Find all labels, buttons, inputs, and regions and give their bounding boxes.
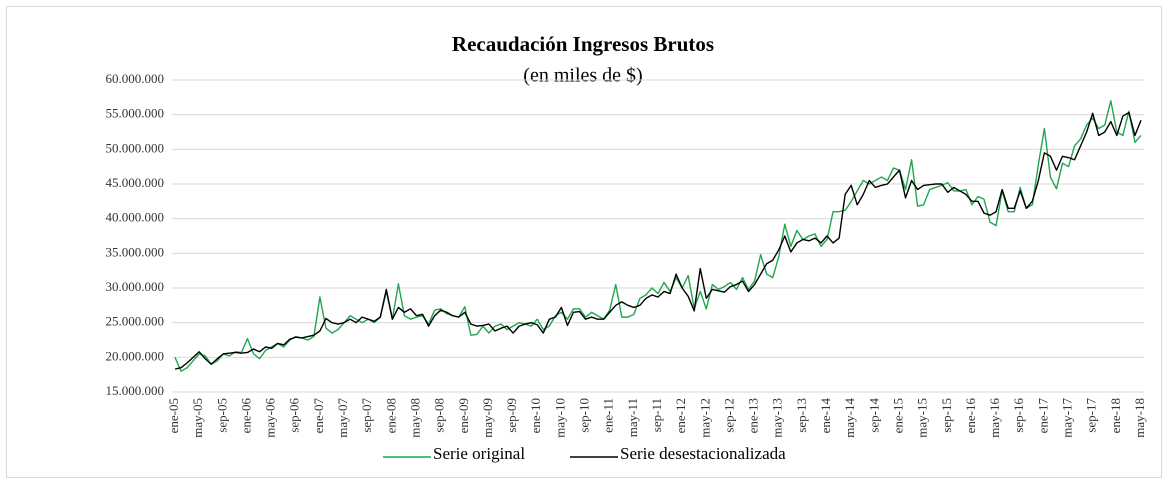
x-tick-label: ene-12 [673,398,688,433]
x-tick-label: may-06 [263,398,278,438]
x-tick-label: sep-06 [287,398,302,433]
x-tick-label: ene-07 [311,398,326,434]
x-tick-label: sep-14 [866,398,881,433]
chart-title: Recaudación Ingresos Brutos [452,32,714,56]
chart-subtitle: (en miles de $) [523,65,642,87]
x-tick-label: may-13 [770,398,785,438]
chart-frame [6,6,1162,478]
x-tick-label: ene-09 [456,398,471,433]
y-tick-label: 25.000.000 [106,314,165,329]
x-tick-label: sep-07 [359,398,374,433]
x-tick-label: may-16 [987,398,1002,438]
x-tick-label: ene-16 [963,398,978,434]
x-tick-label: sep-17 [1084,398,1099,433]
y-tick-label: 40.000.000 [106,210,165,225]
x-tick-label: sep-09 [504,398,519,433]
x-tick-label: may-09 [480,398,495,438]
x-tick-label: may-10 [552,398,567,438]
y-tick-label: 55.000.000 [106,106,165,121]
x-tick-label: ene-18 [1108,398,1123,433]
x-tick-label: ene-17 [1035,398,1050,434]
x-tick-label: sep-16 [1011,398,1026,433]
y-tick-label: 35.000.000 [106,244,165,259]
legend-label: Serie original [433,444,525,463]
x-tick-label: ene-15 [890,398,905,433]
x-tick-label: may-17 [1060,398,1075,438]
y-tick-label: 45.000.000 [106,175,165,190]
x-tick-label: may-11 [625,398,640,437]
x-tick-label: may-15 [915,398,930,438]
x-tick-label: sep-05 [214,398,229,433]
x-tick-label: may-05 [190,398,205,438]
x-tick-label: may-08 [407,398,422,438]
legend-label: Serie desestacionalizada [620,444,786,463]
x-tick-label: sep-08 [432,398,447,433]
x-tick-label: sep-11 [649,398,664,432]
x-tick-label: ene-10 [528,398,543,433]
x-tick-label: may-12 [697,398,712,438]
x-tick-label: may-18 [1132,398,1147,438]
x-tick-label: sep-15 [939,398,954,433]
x-tick-label: ene-14 [818,398,833,434]
x-tick-label: may-14 [842,398,857,438]
y-tick-label: 60.000.000 [106,71,165,86]
y-tick-label: 15.000.000 [106,383,165,398]
y-tick-label: 30.000.000 [106,279,165,294]
x-tick-label: sep-13 [794,398,809,433]
y-tick-label: 50.000.000 [106,140,165,155]
x-tick-label: may-07 [335,398,350,438]
x-tick-label: sep-12 [721,398,736,433]
x-tick-label: ene-08 [383,398,398,433]
series-line [174,111,1142,370]
series-line [174,100,1142,372]
x-tick-label: sep-10 [577,398,592,433]
y-tick-label: 20.000.000 [106,348,165,363]
x-tick-label: ene-11 [601,398,616,433]
x-tick-label: ene-06 [238,398,253,434]
x-tick-label: ene-13 [746,398,761,433]
x-tick-label: ene-05 [166,398,181,433]
